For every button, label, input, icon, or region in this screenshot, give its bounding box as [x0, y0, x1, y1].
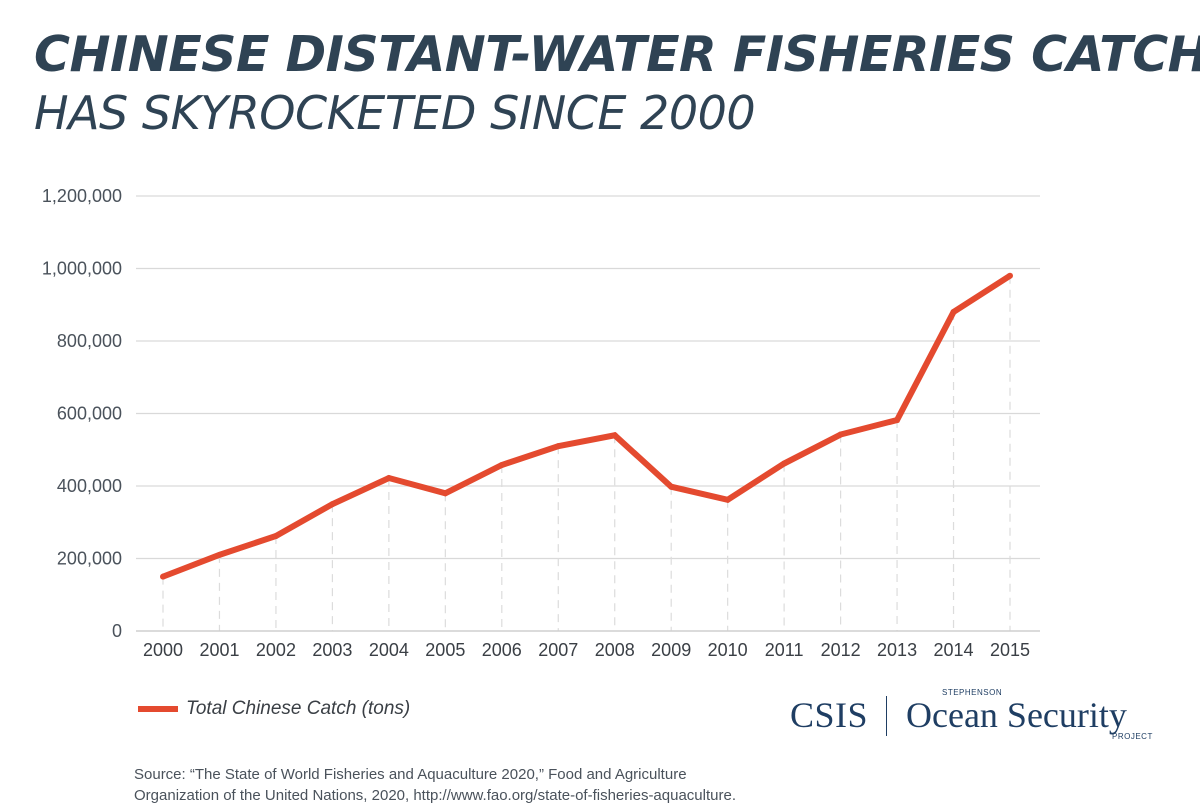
data-point [668, 483, 675, 490]
source-note: Source: “The State of World Fisheries an… [134, 764, 736, 806]
data-point [950, 309, 957, 315]
data-point [555, 443, 562, 450]
data-point [837, 431, 844, 438]
y-tick-label: 0 [112, 621, 122, 641]
x-tick-label: 2008 [595, 640, 635, 660]
legend-line-swatch [138, 706, 178, 712]
y-tick-label: 1,000,000 [42, 259, 122, 279]
x-tick-label: 2005 [425, 640, 465, 660]
y-tick-label: 1,200,000 [42, 186, 122, 206]
data-point [272, 533, 279, 540]
y-tick-label: 800,000 [57, 331, 122, 351]
x-tick-label: 2002 [256, 640, 296, 660]
y-tick-label: 600,000 [57, 404, 122, 424]
source-line1: Source: “The State of World Fisheries an… [134, 766, 687, 783]
data-point [1007, 272, 1013, 279]
data-point [498, 461, 505, 468]
series-line-total-chinese-catch [161, 273, 1012, 580]
logo-divider [886, 696, 887, 736]
x-tick-label: 2014 [934, 640, 974, 660]
x-tick-label: 2013 [877, 640, 917, 660]
data-point [385, 475, 392, 482]
data-point [724, 496, 731, 503]
csis-ocean-security-logo: CSIS STEPHENSON Ocean Security PROJECT [790, 688, 1190, 748]
data-point [611, 432, 618, 439]
data-point [442, 490, 449, 497]
x-tick-label: 2015 [990, 640, 1030, 660]
x-tick-label: 2007 [538, 640, 578, 660]
logo-stephenson-text: STEPHENSON [942, 688, 1003, 697]
y-tick-label: 400,000 [57, 476, 122, 496]
legend-label: Total Chinese Catch (tons) [186, 698, 411, 719]
x-tick-label: 2001 [199, 640, 239, 660]
x-tick-label: 2010 [708, 640, 748, 660]
data-point [160, 573, 166, 580]
data-point [781, 460, 788, 467]
y-tick-label: 200,000 [57, 549, 122, 569]
x-tick-label: 2004 [369, 640, 409, 660]
x-tick-label: 2006 [482, 640, 522, 660]
data-point [894, 417, 901, 424]
chart-title-line2: HAS SKYROCKETED SINCE 2000 [34, 86, 756, 140]
x-tick-label: 2003 [312, 640, 352, 660]
x-tick-label: 2009 [651, 640, 691, 660]
chart-legend: Total Chinese Catch (tons) [138, 698, 410, 720]
logo-project-text: PROJECT [1112, 732, 1153, 741]
x-tick-label: 2011 [765, 640, 804, 660]
chart-title-line1: CHINESE DISTANT-WATER FISHERIES CATCH [34, 26, 1200, 83]
logo-csis-text: CSIS [790, 695, 869, 735]
source-line2: Organization of the United Nations, 2020… [134, 787, 736, 804]
data-point [329, 501, 336, 508]
logo-ocean-security-text: Ocean Security [906, 695, 1127, 735]
x-tick-label: 2000 [143, 640, 183, 660]
x-tick-label: 2012 [821, 640, 861, 660]
data-point [216, 551, 223, 558]
